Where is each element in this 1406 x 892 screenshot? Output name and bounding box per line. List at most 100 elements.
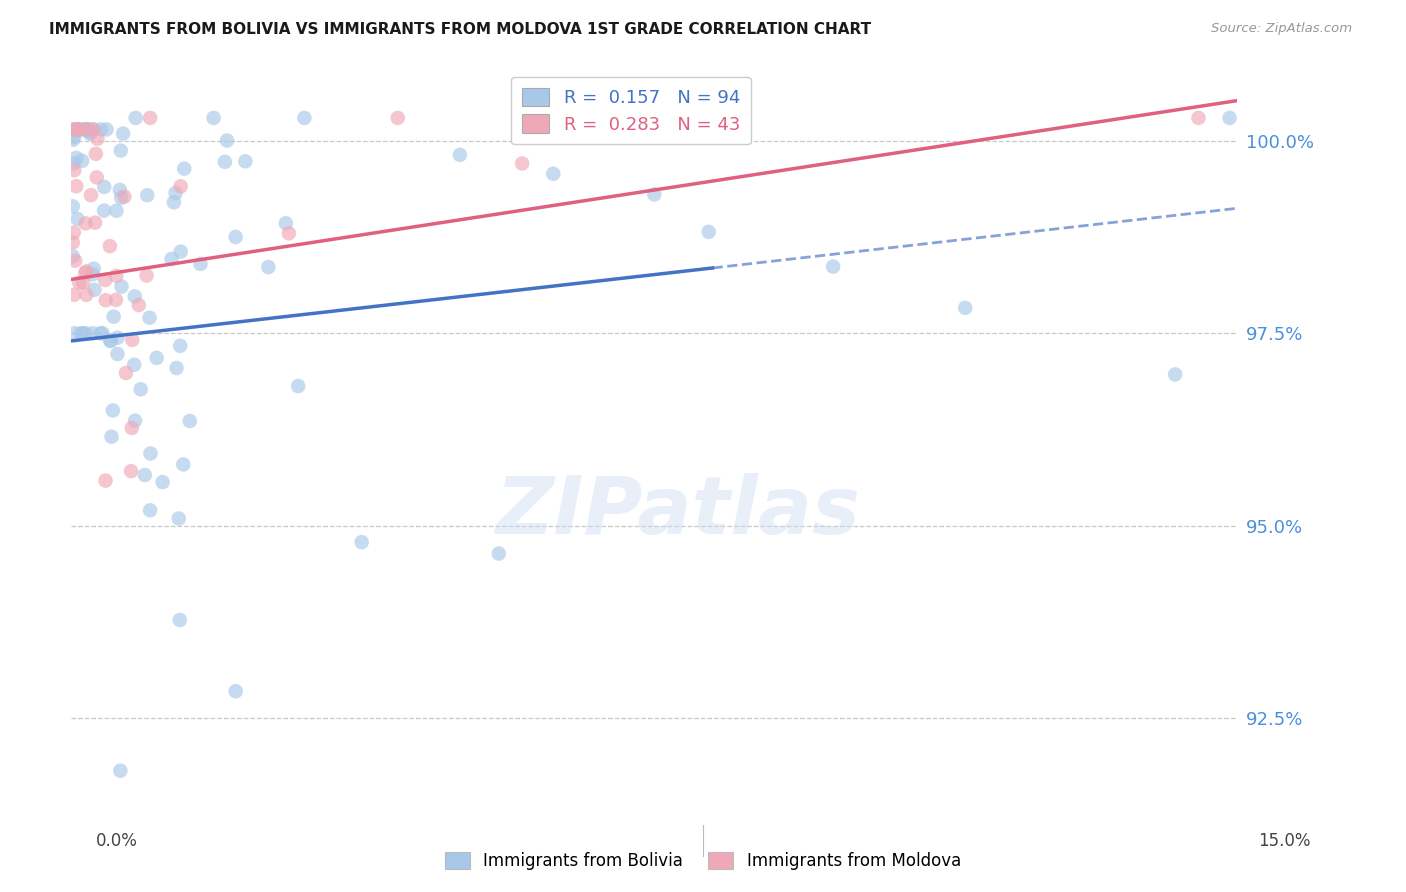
Point	[82, 267, 104, 281]
Point	[82, 326, 104, 341]
Point	[94, 293, 117, 308]
Point	[76, 122, 98, 136]
Point	[94, 474, 117, 488]
Point	[75, 326, 97, 341]
Point	[80, 188, 103, 202]
Point	[96, 122, 118, 136]
Point	[110, 191, 132, 205]
Point	[63, 156, 86, 170]
Text: ZIPatlas: ZIPatlas	[495, 473, 860, 550]
Point	[121, 421, 143, 435]
Point	[169, 339, 191, 353]
Point	[63, 130, 86, 145]
Point	[152, 475, 174, 489]
Point	[104, 293, 127, 307]
Point	[139, 111, 162, 125]
Point	[62, 122, 84, 136]
Point	[124, 289, 146, 303]
Point	[214, 154, 236, 169]
Point	[121, 333, 143, 347]
Point	[103, 310, 125, 324]
Legend: R =  0.157   N = 94, R =  0.283   N = 43: R = 0.157 N = 94, R = 0.283 N = 43	[512, 77, 751, 145]
Point	[63, 287, 86, 301]
Point	[100, 334, 122, 348]
Point	[75, 287, 97, 301]
Point	[93, 180, 115, 194]
Point	[65, 179, 87, 194]
Point	[277, 227, 299, 241]
Point	[955, 301, 977, 315]
Point	[134, 468, 156, 483]
Point	[86, 170, 108, 185]
Point	[823, 260, 845, 274]
Point	[605, 111, 627, 125]
Point	[110, 279, 132, 293]
Point	[62, 133, 84, 147]
Point	[107, 347, 129, 361]
Point	[93, 203, 115, 218]
Point	[66, 122, 89, 136]
Point	[350, 535, 373, 549]
Point	[1219, 111, 1241, 125]
Point	[129, 382, 152, 396]
Point	[114, 189, 136, 203]
Point	[122, 358, 145, 372]
Point	[110, 144, 132, 158]
Point	[75, 122, 97, 136]
Point	[66, 211, 89, 226]
Point	[145, 351, 167, 365]
Point	[510, 156, 533, 170]
Point	[166, 361, 188, 376]
Text: 15.0%: 15.0%	[1258, 831, 1310, 849]
Point	[108, 183, 131, 197]
Point	[172, 458, 194, 472]
Point	[84, 146, 107, 161]
Point	[75, 122, 97, 136]
Point	[91, 326, 114, 341]
Point	[90, 326, 112, 341]
Point	[170, 244, 193, 259]
Point	[63, 253, 86, 268]
Point	[72, 326, 94, 341]
Point	[107, 331, 129, 345]
Point	[115, 366, 138, 380]
Point	[83, 283, 105, 297]
Point	[488, 547, 510, 561]
Point	[541, 167, 564, 181]
Point	[63, 163, 86, 178]
Point	[75, 122, 97, 136]
Point	[79, 125, 101, 139]
Point	[98, 239, 121, 253]
Point	[643, 187, 665, 202]
Point	[62, 226, 84, 240]
Point	[77, 122, 100, 136]
Point	[105, 203, 128, 218]
Point	[1164, 368, 1187, 382]
Point	[179, 414, 201, 428]
Point	[274, 216, 297, 230]
Point	[75, 266, 97, 280]
Point	[83, 261, 105, 276]
Point	[163, 195, 186, 210]
Point	[67, 122, 90, 136]
Point	[225, 230, 247, 244]
Point	[173, 161, 195, 176]
Point	[139, 446, 162, 460]
Point	[77, 122, 100, 136]
Point	[66, 122, 89, 136]
Point	[387, 111, 409, 125]
Point	[160, 252, 183, 266]
Point	[65, 122, 87, 136]
Point	[169, 613, 191, 627]
Point	[63, 326, 86, 341]
Point	[76, 264, 98, 278]
Point	[100, 430, 122, 444]
Point	[105, 268, 128, 283]
Point	[101, 403, 124, 417]
Point	[98, 334, 121, 348]
Point	[170, 179, 193, 194]
Point	[287, 379, 309, 393]
Legend: Immigrants from Bolivia, Immigrants from Moldova: Immigrants from Bolivia, Immigrants from…	[439, 845, 967, 877]
Point	[67, 276, 90, 290]
Point	[257, 260, 280, 274]
